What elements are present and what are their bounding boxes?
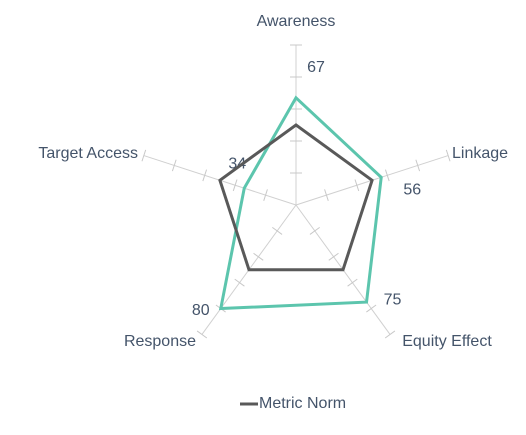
tick-mark <box>263 189 268 201</box>
tick-mark <box>234 278 245 287</box>
category-label: Target Access <box>38 145 138 162</box>
tick-mark <box>415 159 421 172</box>
series-line <box>218 95 383 311</box>
category-label: Equity Effect <box>402 333 492 350</box>
tick-mark <box>354 179 360 192</box>
tick-mark <box>171 159 177 172</box>
category-label: Linkage <box>452 145 508 162</box>
series-line <box>218 123 374 272</box>
tick-mark <box>309 226 320 235</box>
tick-mark <box>253 252 264 261</box>
data-label: 56 <box>403 182 421 199</box>
tick-mark <box>384 169 390 182</box>
category-label: Awareness <box>257 13 336 30</box>
legend-label: Metric Norm <box>259 395 346 412</box>
tick-mark <box>202 169 208 182</box>
data-label: 34 <box>228 155 246 172</box>
data-label: 75 <box>384 291 402 308</box>
data-label: 80 <box>192 302 210 319</box>
tick-mark <box>445 149 451 162</box>
tick-mark <box>272 226 283 235</box>
tick-mark <box>324 189 329 201</box>
tick-mark <box>384 330 396 339</box>
tick-mark <box>141 149 147 162</box>
tick-mark <box>347 278 358 287</box>
tick-mark <box>366 304 377 313</box>
data-label: 67 <box>307 59 325 76</box>
category-label: Response <box>124 333 196 350</box>
tick-mark <box>196 330 208 339</box>
tick-mark <box>328 252 339 261</box>
tick-mark <box>232 179 238 192</box>
